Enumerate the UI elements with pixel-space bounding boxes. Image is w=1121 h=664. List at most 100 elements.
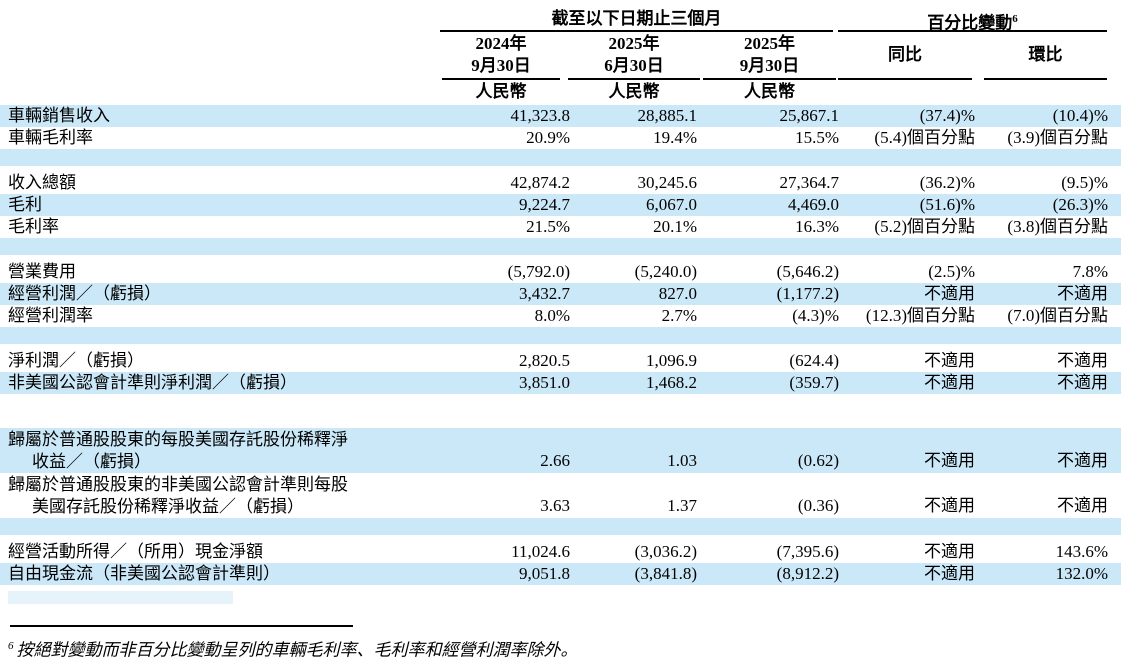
cell-value-col5: 不適用 [1057, 284, 1108, 303]
table-row: 歸屬於普通股股東的每股美國存託股份稀釋淨收益／（虧損） 2.66 1.03 (0.62… [0, 428, 1121, 473]
header-rule [440, 30, 833, 32]
cell-value-col4: (37.4)% [919, 106, 975, 125]
cell-value-col5: (7.0)個百分點 [1007, 306, 1108, 325]
cell-value-col3: 27,364.7 [779, 173, 840, 192]
cell-value-col1: 2.66 [540, 451, 570, 470]
cell-value-col5: 7.8% [1072, 262, 1108, 281]
column-header-yoy: 同比 [888, 45, 922, 64]
cell-value-col2: 1,468.2 [646, 373, 697, 392]
cell-value-col2: (5,240.0) [634, 262, 697, 281]
empty-stripe-row [0, 149, 1121, 166]
footnote: 6 按絕對變動而非百分比變動呈列的車輛毛利率、毛利率和經營利潤率除外。 [8, 634, 1108, 663]
cell-value-col5: 不適用 [1057, 451, 1108, 470]
cell-value-col2: 28,885.1 [637, 106, 698, 125]
cell-value-col4: (5.4)個百分點 [874, 128, 975, 147]
cell-value-col5: (26.3)% [1052, 195, 1108, 214]
row-label: 毛利率 [8, 217, 59, 236]
cell-value-col3: (5,646.2) [776, 262, 839, 281]
header-rule [838, 30, 1107, 32]
cell-value-col3: (359.7) [789, 373, 839, 392]
group-header-pct-change: 百分比變動6 [838, 8, 1107, 35]
row-label: 自由現金流（非美國公認會計準則） [8, 564, 280, 583]
cell-value-col5: (10.4)% [1052, 106, 1108, 125]
cell-value-col1: 2,820.5 [519, 351, 570, 370]
row-label-line: 歸屬於普通股股東的非美國公認會計準則每股 [8, 475, 348, 494]
cell-value-col4: (12.3)個百分點 [865, 306, 975, 325]
row-label: 歸屬於普通股股東的每股美國存託股份稀釋淨收益／（虧損） [8, 429, 348, 473]
table-row: 毛利率 21.5% 20.1% 16.3% (5.2)個百分點 (3.8)個百分點 [0, 216, 1121, 238]
cell-value-col3: (0.62) [797, 451, 839, 470]
cell-value-col3: 15.5% [795, 128, 839, 147]
row-label: 毛利 [8, 195, 42, 214]
column-rule [703, 78, 836, 80]
table-row: 淨利潤／（虧損） 2,820.5 1,096.9 (624.4) 不適用 不適用 [0, 350, 1121, 372]
column-header-2025-06-30: 2025年 6月30日 [568, 33, 700, 77]
cell-value-col3: (0.36) [797, 496, 839, 515]
cell-value-col2: 1.03 [667, 451, 697, 470]
column-header-year: 2025年 [608, 34, 660, 53]
empty-stripe-row [0, 238, 1121, 255]
cell-value-col1: (5,792.0) [507, 262, 570, 281]
row-label: 淨利潤／（虧損） [8, 351, 144, 370]
group-header-label: 百分比變動 [927, 13, 1013, 33]
currency-unit-label: 人民幣 [744, 82, 795, 101]
row-label-line: 歸屬於普通股股東的每股美國存託股份稀釋淨 [8, 430, 348, 449]
cell-value-col3: 16.3% [795, 217, 839, 236]
cell-value-col3: (8,912.2) [776, 564, 839, 583]
cell-value-col4: 不適用 [924, 284, 975, 303]
cell-value-col2: 1,096.9 [646, 351, 697, 370]
table-row: 自由現金流（非美國公認會計準則） 9,051.8 (3,841.8) (8,912.2… [0, 563, 1121, 585]
group-header-three-months: 截至以下日期止三個月 [440, 8, 833, 30]
cell-value-col4: 不適用 [924, 373, 975, 392]
cell-value-col2: 1.37 [667, 496, 697, 515]
table-row: 經營利潤／（虧損） 3,432.7 827.0 (1,177.2) 不適用 不適用 [0, 283, 1121, 305]
row-label: 非美國公認會計準則淨利潤／（虧損） [8, 373, 297, 392]
footnote-separator [10, 625, 353, 627]
cell-value-col4: 不適用 [924, 564, 975, 583]
cell-value-col4: (2.5)% [928, 262, 975, 281]
cell-value-col2: 20.1% [653, 217, 697, 236]
table-row: 營業費用 (5,792.0) (5,240.0) (5,646.2) (2.5)% 7.8… [0, 261, 1121, 283]
row-label-line: 美國存託股份稀釋淨收益／（虧損） [32, 497, 304, 516]
cell-value-col1: 11,024.6 [511, 542, 570, 561]
table-row: 經營活動所得／（所用）現金淨額 11,024.6 (3,036.2) (7,395.6… [0, 541, 1121, 563]
cell-value-col3: (624.4) [789, 351, 839, 370]
cell-value-col5: (9.5)% [1061, 173, 1108, 192]
cell-value-col2: 2.7% [661, 306, 697, 325]
cell-value-col5: 不適用 [1057, 351, 1108, 370]
column-header-date: 6月30日 [604, 56, 664, 75]
cell-value-col1: 41,323.8 [510, 106, 571, 125]
row-label-line: 收益／（虧損） [32, 452, 151, 471]
cell-value-col2: (3,036.2) [634, 542, 697, 561]
cell-value-col3: 4,469.0 [788, 195, 839, 214]
cell-value-col1: 3,851.0 [519, 373, 570, 392]
table-row: 車輛毛利率 20.9% 19.4% 15.5% (5.4)個百分點 (3.9)個百分點 [0, 127, 1121, 149]
cell-value-col4: 不適用 [924, 351, 975, 370]
cell-value-col1: 9,224.7 [519, 195, 570, 214]
empty-stripe-row [0, 518, 1121, 535]
row-label: 歸屬於普通股股東的非美國公認會計準則每股美國存託股份稀釋淨收益／（虧損） [8, 474, 348, 518]
cell-value-col1: 42,874.2 [510, 173, 571, 192]
row-label: 車輛毛利率 [8, 128, 93, 147]
currency-unit-label: 人民幣 [475, 82, 527, 101]
column-header-2024-09-30: 2024年 9月30日 [442, 33, 560, 77]
cell-value-col5: 不適用 [1057, 496, 1108, 515]
cell-value-col5: (3.9)個百分點 [1007, 128, 1108, 147]
cell-value-col4: 不適用 [924, 496, 975, 515]
cell-value-col3: (7,395.6) [776, 542, 839, 561]
empty-stripe-row [0, 327, 1121, 344]
cell-value-col1: 3.63 [540, 496, 570, 515]
footnote-text: 按絕對變動而非百分比變動呈列的車輛毛利率、毛利率和經營利潤率除外。 [16, 640, 578, 660]
table-header: 截至以下日期止三個月 百分比變動6 2024年 9月30日 2025年 6月30… [0, 0, 1121, 105]
cell-value-col2: 30,245.6 [637, 173, 698, 192]
cell-value-col4: 不適用 [924, 542, 975, 561]
column-rule [568, 78, 700, 80]
footnote-number: 6 [8, 640, 14, 652]
row-label: 營業費用 [8, 262, 76, 281]
column-header-year: 2024年 [475, 34, 527, 53]
table-row: 歸屬於普通股股東的非美國公認會計準則每股美國存託股份稀釋淨收益／（虧損） 3.63… [0, 473, 1121, 518]
cell-value-col5: 不適用 [1057, 373, 1108, 392]
spacer-row [0, 394, 1121, 428]
cell-value-col2: 827.0 [658, 284, 697, 303]
